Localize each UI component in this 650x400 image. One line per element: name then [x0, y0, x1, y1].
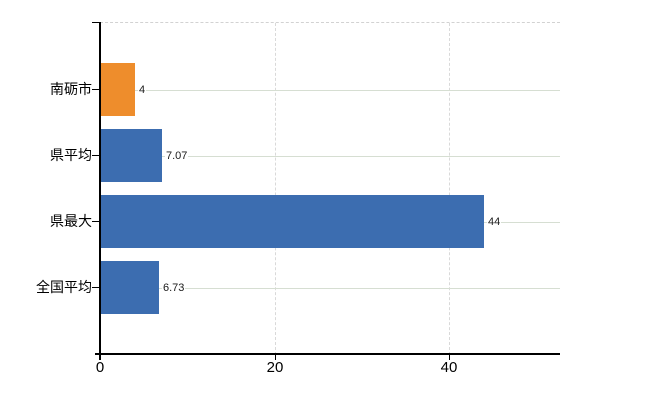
x-tick-label: 20	[266, 359, 284, 376]
bar	[100, 63, 135, 116]
gridline-horizontal	[100, 288, 560, 289]
bar-value-label: 7.07	[165, 149, 189, 163]
bar	[100, 129, 162, 182]
y-axis-tick	[92, 221, 100, 222]
gridline-horizontal	[100, 90, 560, 91]
gridline-horizontal	[100, 156, 560, 157]
x-tick-label: 0	[95, 359, 105, 376]
category-label: 県平均	[50, 147, 92, 163]
bar	[100, 261, 159, 314]
y-axis-line	[99, 22, 101, 360]
x-axis-line	[95, 353, 560, 355]
x-axis-tick	[99, 354, 101, 360]
category-label: 県最大	[50, 213, 92, 229]
bar	[100, 195, 484, 248]
x-axis-tick	[275, 354, 276, 360]
y-axis-tick	[92, 89, 100, 90]
y-axis-tick	[92, 22, 100, 23]
x-axis-tick	[449, 354, 450, 360]
y-axis-tick	[92, 155, 100, 156]
category-label: 南砺市	[50, 81, 92, 97]
x-tick-label: 40	[440, 359, 458, 376]
plot-area: 4 7.07 44 6.73	[100, 22, 560, 355]
gridline-vertical	[275, 23, 276, 355]
bar-value-label: 44	[487, 215, 502, 229]
category-label: 全国平均	[36, 279, 92, 295]
bar-value-label: 4	[138, 83, 147, 97]
bar-value-label: 6.73	[162, 281, 186, 295]
gridline-vertical	[449, 23, 450, 355]
y-axis-tick	[92, 287, 100, 288]
